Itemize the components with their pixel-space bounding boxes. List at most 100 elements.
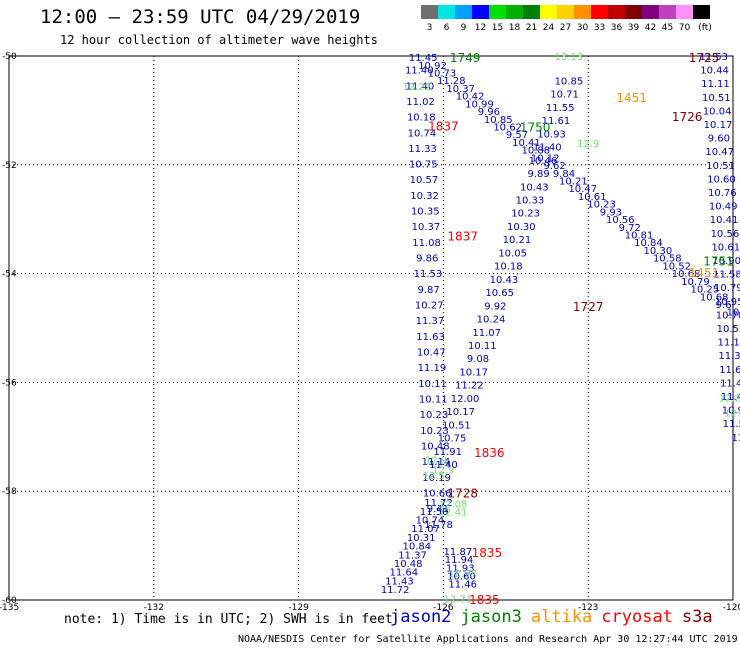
swh-value: 11.61 xyxy=(542,116,571,127)
swh-value: 10.37 xyxy=(412,222,441,233)
colorbar-label: 45 xyxy=(661,23,674,33)
swh-value-jason3: 12.97 xyxy=(448,569,477,580)
swh-value: 10.62 xyxy=(493,123,522,134)
swh-value: 10.48 xyxy=(421,442,450,453)
swh-value: 11.08 xyxy=(412,238,441,249)
swh-value: 10.68 xyxy=(672,269,701,280)
swh-value: 10.95 xyxy=(715,297,740,308)
swh-value: 10.33 xyxy=(516,196,545,207)
pass-time-label: 1837 xyxy=(428,120,459,134)
pass-time-label: 1727 xyxy=(573,300,604,314)
swh-value: 10.18 xyxy=(494,262,523,273)
swh-value: 9.6 xyxy=(716,300,732,311)
swh-value: 10.35 xyxy=(411,207,440,218)
swh-value: 10.43 xyxy=(490,275,519,286)
pass-time-label: 1835 xyxy=(469,593,500,607)
swh-value: 10.75 xyxy=(409,160,438,171)
swh-value: 11.40 xyxy=(533,143,562,154)
swh-value: 9.84 xyxy=(553,169,575,180)
swh-value: 10.70 xyxy=(716,310,740,321)
swh-value: 10.84 xyxy=(634,238,663,249)
lat-tick-label: -50 xyxy=(2,52,17,62)
swh-value: 10.51 xyxy=(702,93,731,104)
swh-value: 10.41 xyxy=(512,138,541,149)
colorbar-swatch xyxy=(421,5,438,19)
swh-value: 12.00 xyxy=(451,394,480,405)
pass-time-label: 1728 xyxy=(447,486,478,500)
pass-time-label: 1451 xyxy=(616,91,647,105)
colorbar-label: 15 xyxy=(491,23,504,33)
swh-value: 10.52 xyxy=(662,261,691,272)
swh-value: 11.35 xyxy=(718,351,740,362)
swh-value: 11.40 xyxy=(429,460,458,471)
swh-value: 10.12 xyxy=(531,153,560,164)
swh-value: 10.94 xyxy=(722,406,740,417)
swh-value: 10.60 xyxy=(447,572,476,583)
colorbar-swatch xyxy=(642,5,659,19)
swh-value: 10.47 xyxy=(705,147,734,158)
legend-altika: altika xyxy=(530,607,593,627)
colorbar-swatch xyxy=(676,5,693,19)
colorbar-label: 70 xyxy=(678,23,691,33)
legend-jason3: jason3 xyxy=(460,607,522,627)
lat-tick-label: -52 xyxy=(2,161,17,171)
swh-value: 10.79 xyxy=(681,277,710,288)
swh-value-jason3: 12.5 xyxy=(423,471,445,482)
swh-value: 11.78 xyxy=(424,520,453,531)
swh-value: 10.66 xyxy=(423,489,452,500)
colorbar-swatch xyxy=(540,5,557,19)
colorbar-swatch xyxy=(455,5,472,19)
swh-value: 10.42 xyxy=(456,92,485,103)
pass-time-label: 1750 xyxy=(520,121,551,135)
swh-value: 11.50 xyxy=(420,507,449,518)
lat-tick-label: -56 xyxy=(2,378,17,388)
swh-value: 10.76 xyxy=(708,188,737,199)
swh-value: 10.17 xyxy=(704,120,733,131)
swh-value: 11.55 xyxy=(546,103,575,114)
colorbar-label: 12 xyxy=(474,23,487,33)
pass-time-label: 1749 xyxy=(450,51,481,65)
colorbar-label: 33 xyxy=(593,23,606,33)
swh-value: 10.11 xyxy=(418,379,447,390)
swh-value: 10.43 xyxy=(520,182,549,193)
swh-value: 11.45 xyxy=(409,53,438,64)
swh-value: 11.37 xyxy=(416,316,445,327)
lon-tick-label: -135 xyxy=(0,603,19,613)
swh-value: 10.25 xyxy=(691,285,720,296)
colorbar-swatch xyxy=(472,5,489,19)
swh-value-jason3: 12.08 xyxy=(439,500,468,511)
swh-value: 11.87 xyxy=(444,547,473,558)
swh-value: 10.49 xyxy=(709,202,738,213)
swh-value: 10.68 xyxy=(700,292,729,303)
swh-value: 9.89 xyxy=(527,169,549,180)
swh-value: 10.37 xyxy=(446,84,475,95)
swh-value: 9.93 xyxy=(600,207,622,218)
swh-value: 11.63 xyxy=(416,332,445,343)
legend-s3a: s3a xyxy=(681,607,713,627)
swh-value: 10.85 xyxy=(484,115,513,126)
footer-note: note: 1) Time is in UTC; 2) SWH is in fe… xyxy=(64,612,393,627)
swh-value: 10.11 xyxy=(468,341,497,352)
swh-value: 10.65 xyxy=(485,288,514,299)
lon-tick-label: -129 xyxy=(288,603,309,613)
swh-value: 10.56 xyxy=(711,229,740,240)
swh-value: 10.23 xyxy=(587,200,616,211)
swh-value: 9.96 xyxy=(478,107,500,118)
swh-value: 11.60 xyxy=(719,365,740,376)
colorbar-label: 30 xyxy=(576,23,589,33)
swh-value: 10.17 xyxy=(446,407,475,418)
swh-value: 11.40 xyxy=(406,81,435,92)
swh-value: 10.51 xyxy=(442,420,471,431)
swh-value: 10.74 xyxy=(416,515,445,526)
lat-tick-label: -60 xyxy=(2,596,17,606)
swh-value: 10.75 xyxy=(438,434,467,445)
colorbar-label: 42 xyxy=(644,23,657,33)
swh-value: 9.62 xyxy=(543,161,565,172)
swh-value: 11.40 xyxy=(720,378,740,389)
colorbar-swatch xyxy=(489,5,506,19)
colorbar-swatch xyxy=(557,5,574,19)
swh-value: 10.60 xyxy=(707,174,736,185)
swh-value-jason3: 12.71 xyxy=(444,594,473,605)
colorbar-label: 27 xyxy=(559,23,572,33)
lon-tick-label: -132 xyxy=(144,603,164,613)
